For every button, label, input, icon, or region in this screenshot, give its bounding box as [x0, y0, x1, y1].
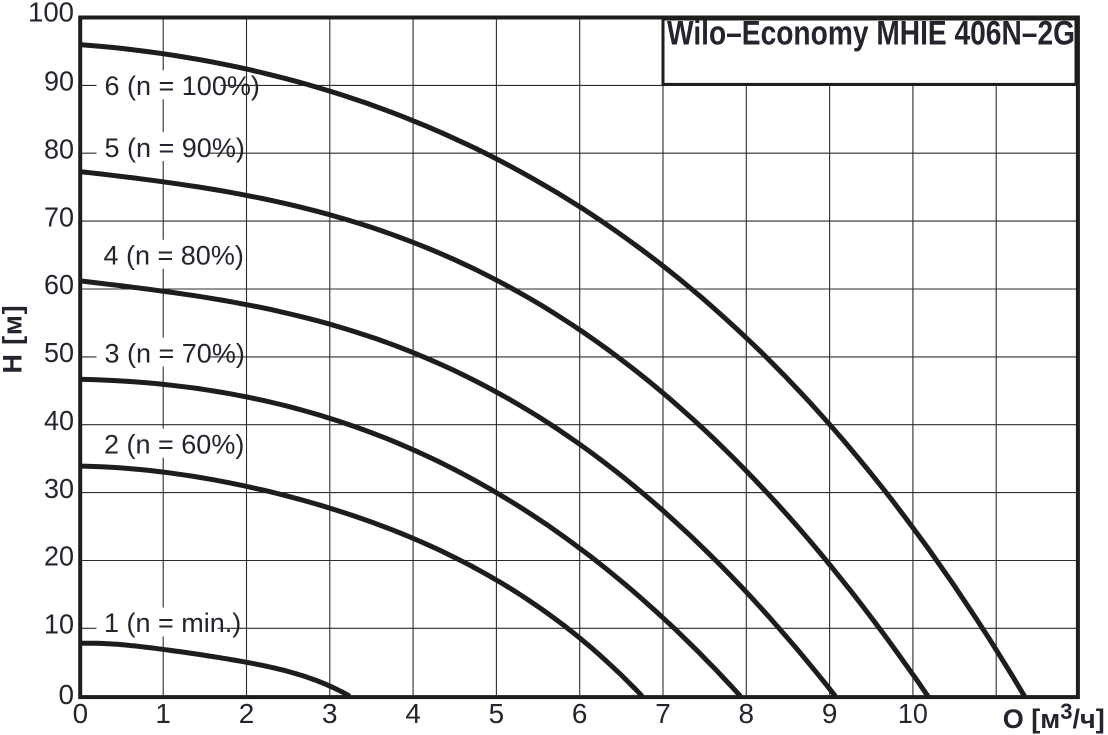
svg-text:6: 6 [572, 698, 588, 729]
svg-text:6 (n = 100%): 6 (n = 100%) [105, 71, 260, 101]
svg-text:10: 10 [44, 609, 74, 640]
svg-text:5 (n = 90%): 5 (n = 90%) [105, 133, 245, 163]
svg-text:1: 1 [155, 698, 171, 729]
svg-text:40: 40 [44, 405, 74, 436]
svg-text:O [м3/ч]: O [м3/ч] [1003, 699, 1105, 734]
svg-text:3 (n = 70%): 3 (n = 70%) [105, 338, 245, 368]
svg-text:7: 7 [655, 698, 671, 729]
svg-text:20: 20 [44, 541, 74, 572]
svg-text:1 (n = min.): 1 (n = min.) [104, 608, 241, 638]
svg-text:30: 30 [44, 473, 74, 504]
svg-text:50: 50 [44, 337, 74, 368]
svg-text:100: 100 [28, 0, 74, 28]
svg-text:2: 2 [239, 698, 255, 729]
svg-text:9: 9 [822, 698, 838, 729]
svg-text:3: 3 [322, 698, 338, 729]
svg-text:4 (n = 80%): 4 (n = 80%) [104, 241, 244, 271]
svg-text:H [м]: H [м] [0, 305, 28, 374]
svg-text:0: 0 [73, 698, 89, 729]
svg-text:Wilo–Economy MHIE 406N–2G: Wilo–Economy MHIE 406N–2G [667, 15, 1075, 53]
svg-text:10: 10 [898, 698, 928, 729]
svg-text:2 (n = 60%): 2 (n = 60%) [104, 429, 244, 459]
svg-text:8: 8 [739, 698, 755, 729]
svg-text:60: 60 [44, 269, 74, 300]
svg-text:90: 90 [44, 66, 74, 97]
svg-text:4: 4 [405, 698, 421, 729]
svg-text:0: 0 [59, 679, 75, 710]
svg-text:5: 5 [489, 698, 505, 729]
svg-text:70: 70 [44, 201, 74, 232]
svg-text:80: 80 [44, 133, 74, 164]
